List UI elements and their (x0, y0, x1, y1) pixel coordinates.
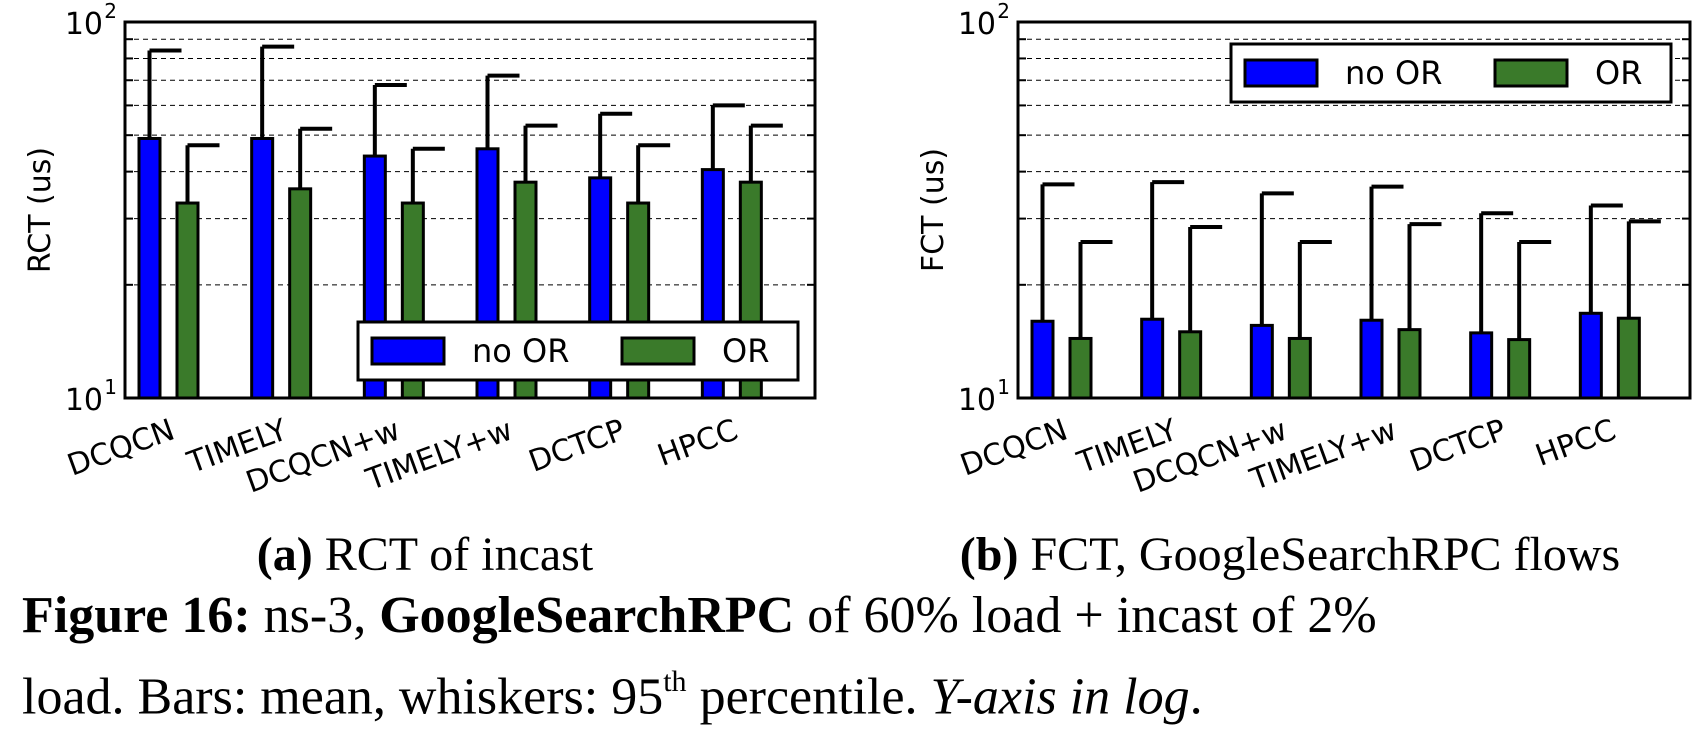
x-tick-label: DCTCP (1405, 413, 1511, 480)
x-tick-label: DCTCP (524, 413, 630, 480)
bar-or-dcqcn (1068, 336, 1093, 400)
y-tick-label: 10 (958, 383, 996, 418)
caption-line-2: load. Bars: mean, whiskers: 95th percent… (22, 665, 1203, 726)
plot-frame (1016, 20, 1692, 400)
x-tick-label: HPCC (653, 413, 743, 474)
bar-no-or-timely (250, 136, 275, 400)
bar-or-hpcc (1616, 316, 1641, 400)
bar-or-dcqcn-plus-w (1287, 336, 1312, 400)
panel-subtitle-text: RCT of incast (313, 528, 594, 581)
y-tick-exponent: 2 (997, 0, 1010, 23)
legend-swatch (1493, 58, 1569, 88)
y-axis-label: RCT (us) (23, 147, 58, 273)
legend-label: no OR (472, 332, 569, 370)
y-tick-label: 10 (65, 383, 103, 418)
legend-label: OR (722, 332, 769, 370)
bar-no-or-timely (1140, 317, 1165, 400)
legend-label: OR (1595, 54, 1642, 92)
y-tick-exponent: 1 (104, 375, 117, 399)
bar-no-or-dcqcn (137, 136, 162, 400)
bar-or-timely (288, 187, 313, 400)
x-tick-label: DCQCN (63, 413, 179, 484)
legend-swatch (620, 336, 696, 366)
legend-label: no OR (1345, 54, 1442, 92)
figure-label: Figure 16: (22, 587, 251, 644)
bar-no-or-timely-plus-w (1359, 318, 1384, 400)
legend-swatch (1243, 58, 1319, 88)
bar-or-dcqcn (175, 201, 200, 400)
bar-no-or-hpcc (1578, 311, 1603, 400)
y-tick-exponent: 1 (997, 375, 1010, 399)
x-tick-label: HPCC (1531, 413, 1621, 474)
y-tick-label: 10 (65, 7, 103, 42)
plot-frame (123, 20, 817, 400)
panel-label: (b) (960, 528, 1019, 581)
y-tick-label: 10 (958, 7, 996, 42)
legend-swatch (370, 336, 446, 366)
caption-line-1: Figure 16: ns-3, GoogleSearchRPC of 60% … (22, 587, 1377, 644)
panel-subtitle: (a) RCT of incast (257, 528, 594, 581)
panel-label: (a) (257, 528, 313, 581)
bar-no-or-dcqcn-plus-w (1249, 323, 1274, 400)
bar-or-timely (1178, 330, 1203, 400)
bar-no-or-dctcp (1469, 331, 1494, 400)
panel-subtitle-text: FCT, GoogleSearchRPC flows (1018, 528, 1620, 581)
y-axis-label: FCT (us) (916, 148, 951, 272)
panel-subtitle: (b) FCT, GoogleSearchRPC flows (960, 528, 1620, 581)
x-tick-label: DCQCN (956, 413, 1072, 484)
bar-or-timely-plus-w (1397, 328, 1422, 400)
bar-or-dctcp (1507, 338, 1532, 400)
bar-no-or-dcqcn (1030, 319, 1055, 400)
y-tick-exponent: 2 (104, 0, 117, 23)
